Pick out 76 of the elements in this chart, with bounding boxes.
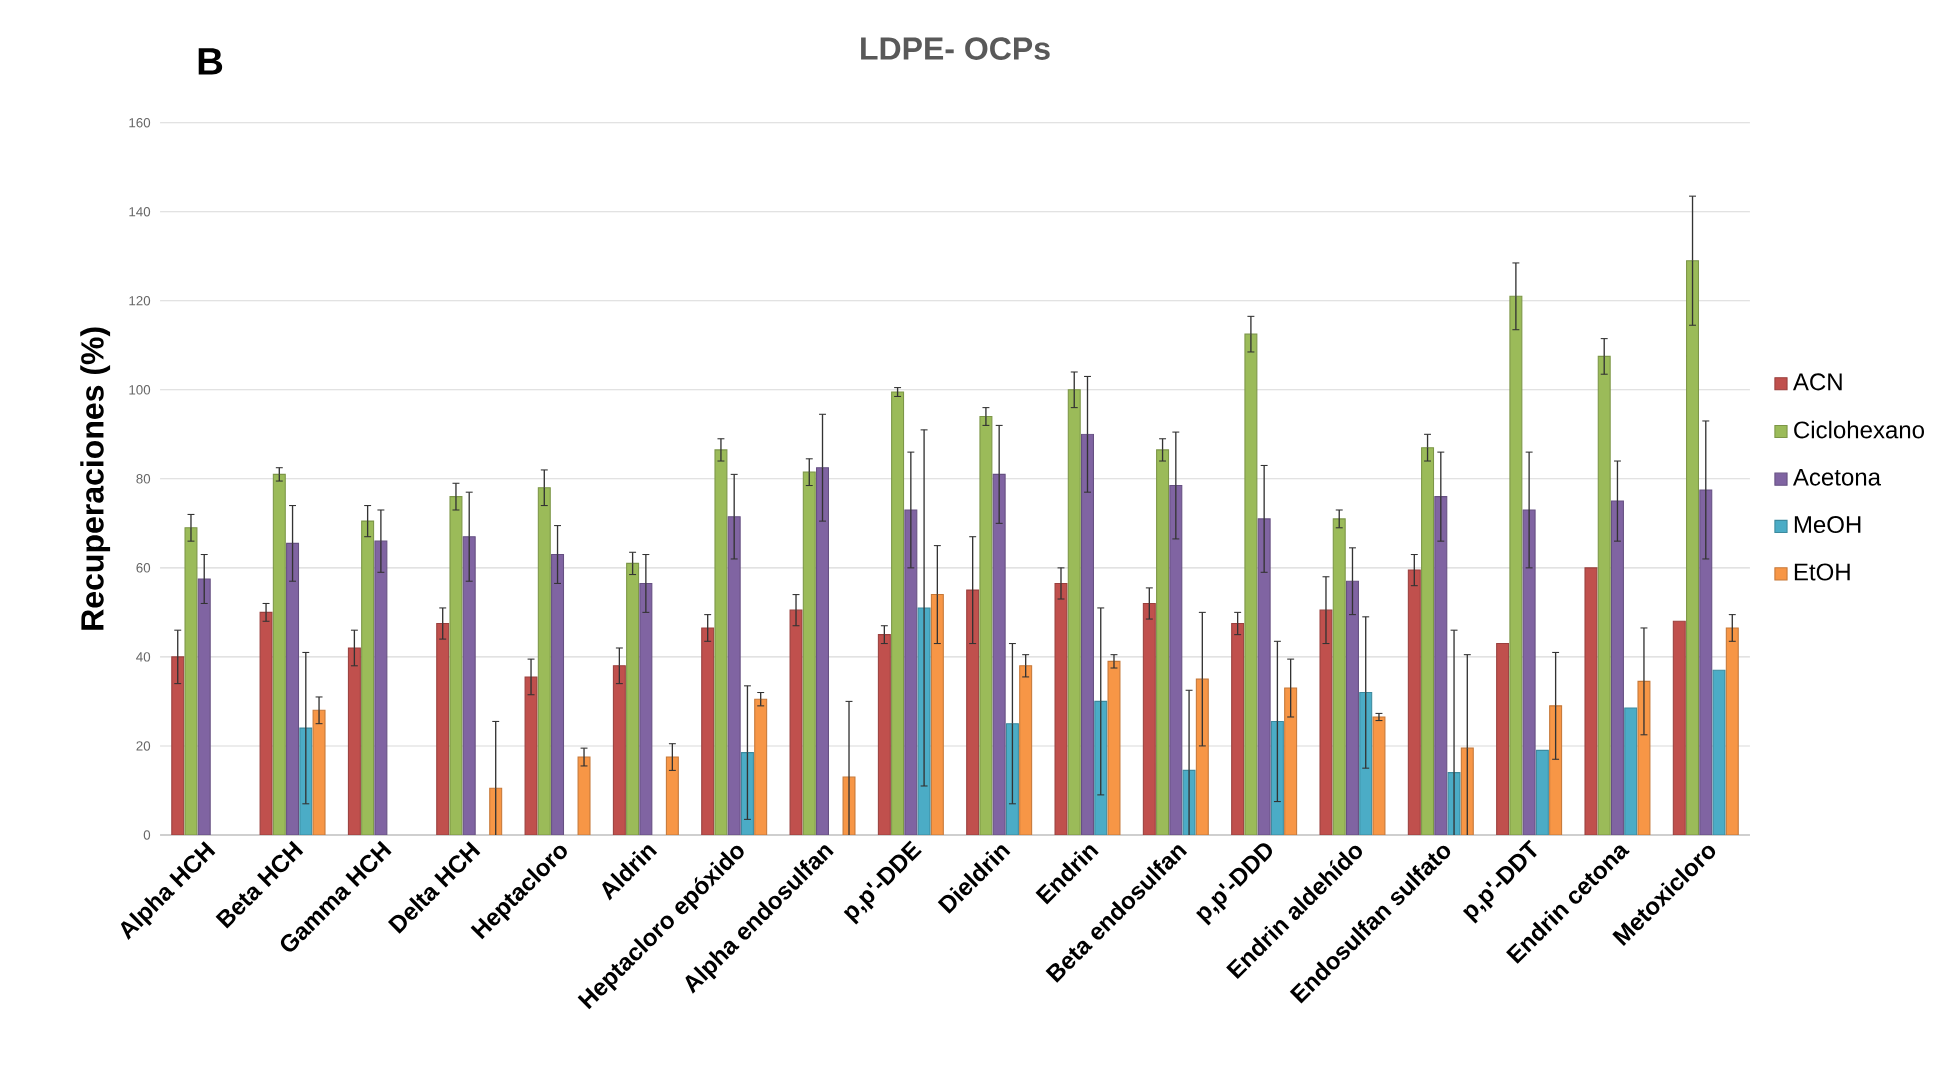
bar [286, 543, 300, 836]
bar [361, 521, 375, 836]
bar [347, 647, 361, 836]
bar [1244, 334, 1258, 836]
bar [1407, 570, 1421, 836]
bar [1169, 485, 1183, 836]
legend-label: EtOH [1794, 563, 1850, 581]
bar [1535, 750, 1549, 836]
bar [665, 756, 679, 836]
bar [1699, 489, 1713, 836]
bar [612, 665, 626, 836]
bar [979, 416, 993, 836]
bar [891, 391, 905, 836]
bar [1372, 716, 1386, 836]
y-axis-title: Recuperaciones (%) [80, 327, 111, 631]
bar [966, 590, 980, 836]
bar [930, 594, 944, 836]
bar [802, 472, 816, 836]
bar [1421, 447, 1435, 836]
bar [626, 563, 640, 836]
bar [1054, 583, 1068, 836]
bar [816, 467, 830, 836]
legend-label: Acetona [1792, 469, 1881, 487]
bar [727, 516, 741, 836]
bar [436, 623, 450, 836]
bar [577, 756, 591, 836]
bar [1067, 389, 1081, 836]
bar [197, 578, 211, 836]
bar [537, 487, 551, 836]
bar [1434, 496, 1448, 836]
bar [1019, 665, 1033, 836]
bar [1142, 603, 1156, 836]
bar [877, 634, 891, 836]
bar [1725, 627, 1739, 836]
bar [1257, 518, 1271, 836]
bar [1080, 434, 1094, 836]
bar [1156, 449, 1170, 836]
bar [754, 699, 768, 836]
bar [1610, 501, 1624, 836]
bar [374, 541, 388, 836]
bar [449, 496, 463, 836]
bar [1509, 296, 1523, 836]
bar [524, 676, 538, 836]
bar [904, 509, 918, 836]
bar [1195, 679, 1209, 836]
bar [1332, 518, 1346, 836]
bar [992, 474, 1006, 836]
bar [312, 710, 326, 836]
bar [1597, 356, 1611, 836]
bar [1231, 623, 1245, 836]
legend-label: MeOH [1794, 516, 1861, 534]
bar [1345, 581, 1359, 836]
bar [1624, 708, 1638, 836]
bar [1549, 705, 1563, 836]
bar [1107, 661, 1121, 836]
bar [1637, 681, 1651, 836]
bar [789, 610, 803, 836]
bar [1522, 509, 1536, 836]
chart-title: LDPE- OCPs [861, 37, 1050, 61]
bar [259, 612, 273, 836]
bar [1496, 643, 1510, 836]
bar [462, 536, 476, 836]
bar [1672, 621, 1686, 836]
legend-label: Ciclohexano [1794, 421, 1925, 439]
bar [714, 449, 728, 836]
bar [184, 527, 198, 836]
bar [701, 627, 715, 836]
text: B [198, 48, 223, 76]
bar [639, 583, 653, 836]
bar [272, 474, 286, 836]
bar [171, 656, 185, 836]
bar [1284, 687, 1298, 836]
legend-label: ACN [1792, 373, 1842, 391]
bar [551, 554, 565, 836]
bar [1319, 610, 1333, 836]
bar [1686, 260, 1700, 836]
